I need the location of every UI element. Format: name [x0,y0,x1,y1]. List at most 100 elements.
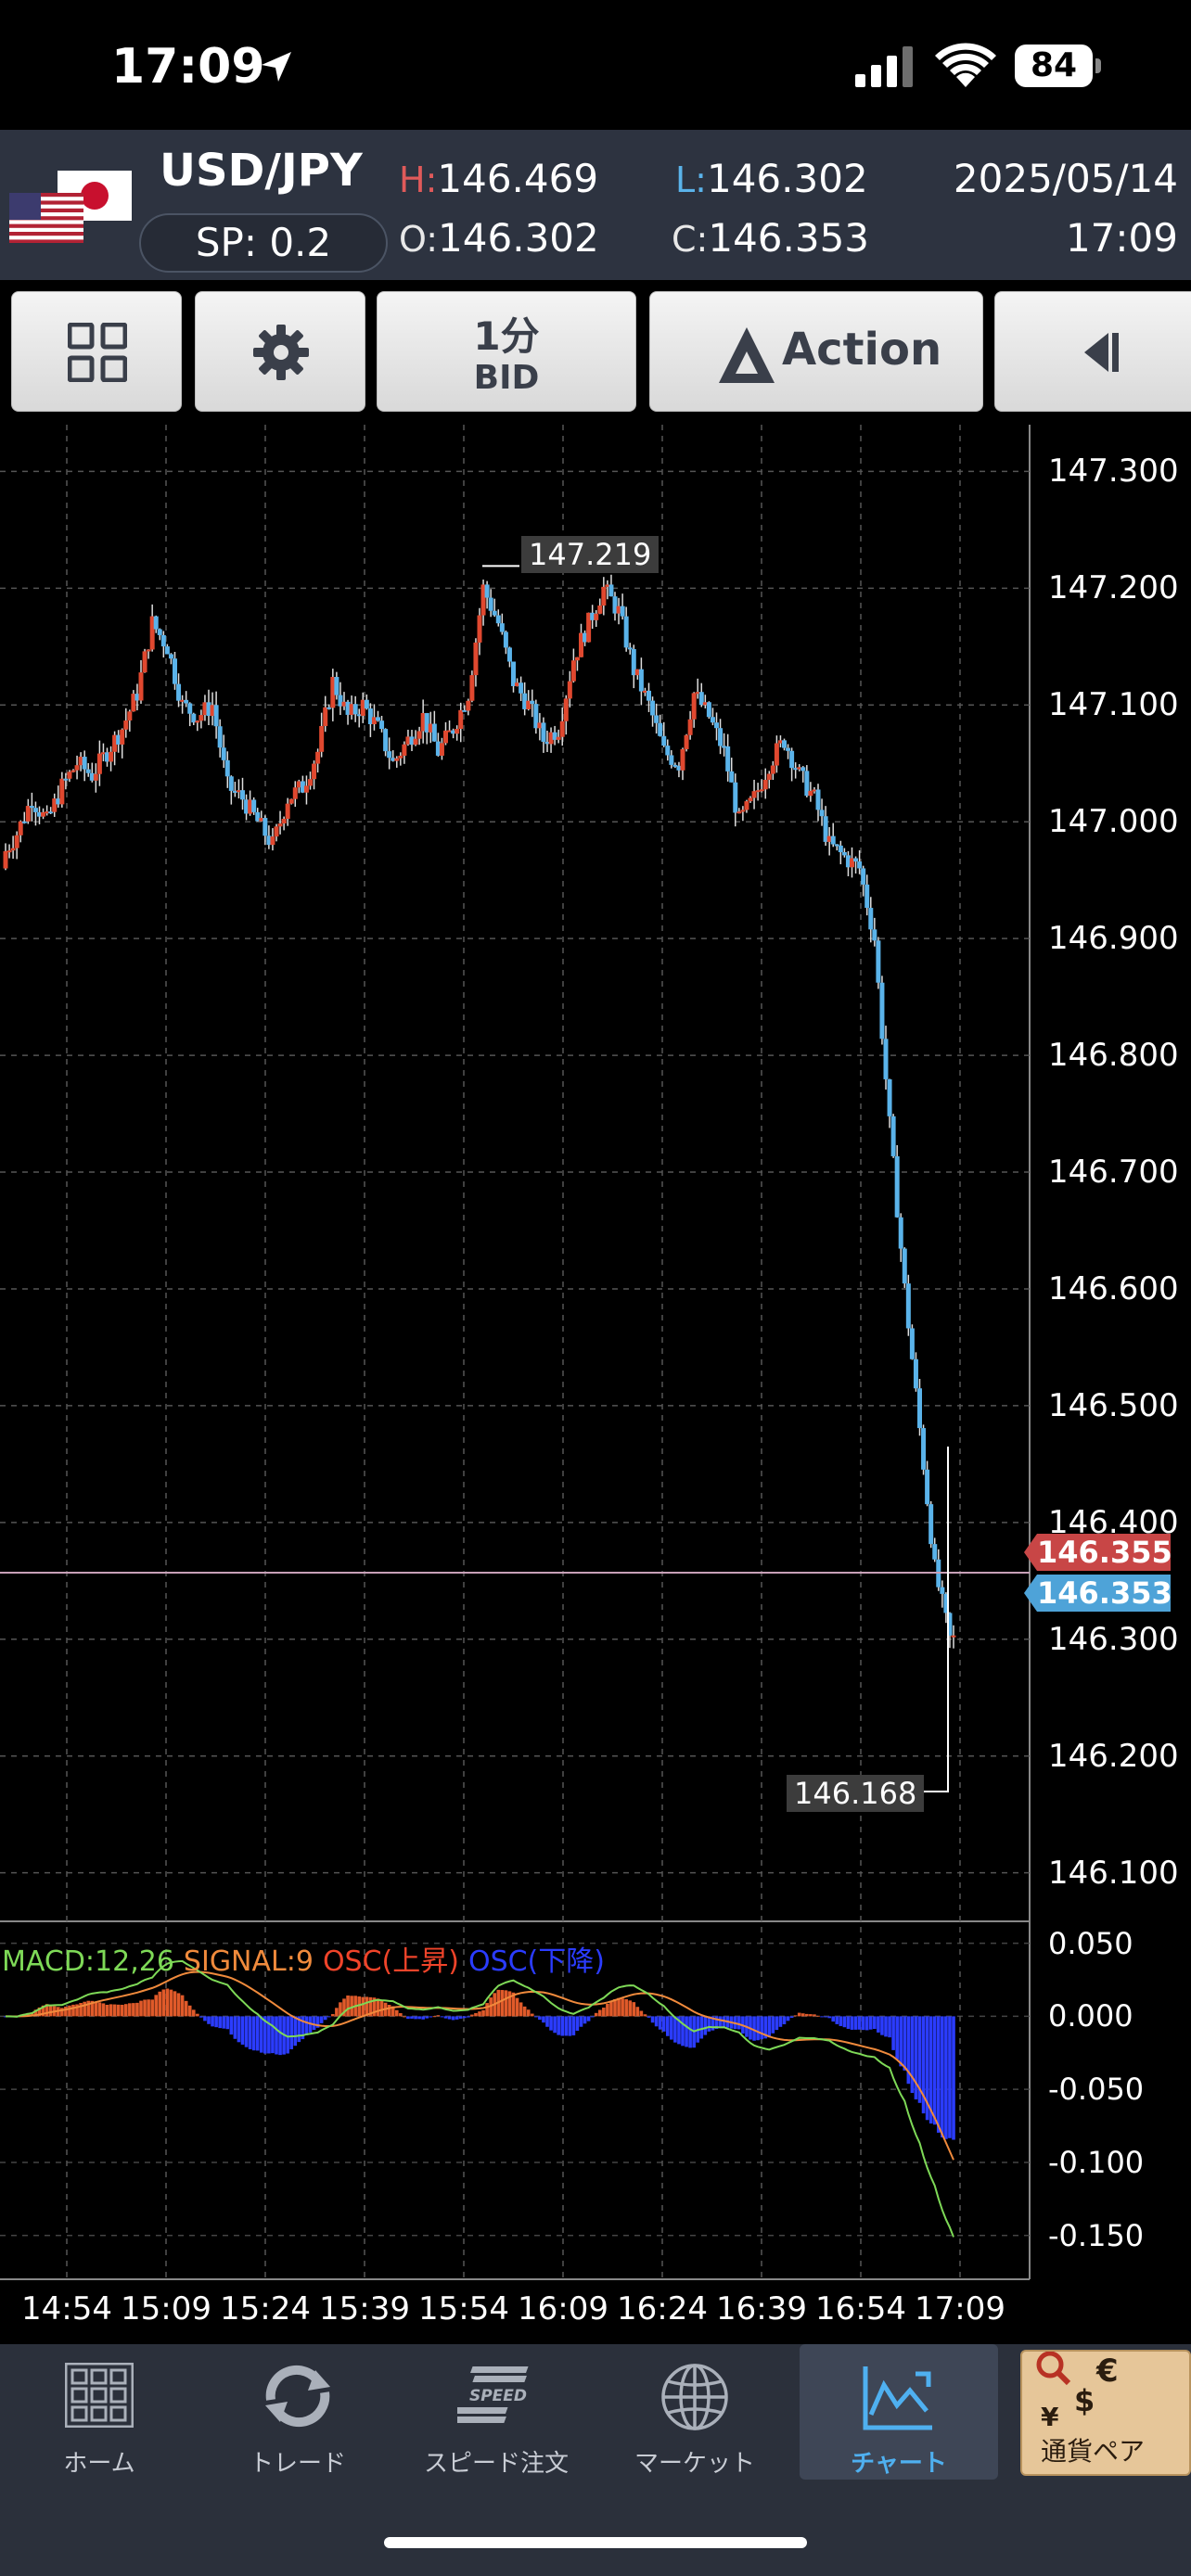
y-tick-label: 147.200 [1048,569,1179,607]
macd-histogram-bar [297,2016,301,2043]
price-chart[interactable] [0,425,1191,2290]
macd-histogram-bar [782,2016,787,2024]
x-tick-label: 16:09 [518,2290,608,2327]
macd-histogram-bar [685,2016,688,2047]
candle-body [379,721,385,730]
candle-body [563,698,569,721]
candle-body [725,746,731,772]
candle-body [198,715,204,721]
candle-body [213,705,219,727]
macd-histogram-bar [538,2016,542,2021]
macd-histogram-bar [346,1995,350,2017]
candle-body [439,743,444,756]
timeframe-button[interactable]: 1分 BID [377,291,636,412]
macd-histogram-bar [233,2016,237,2039]
macd-histogram-bar [339,2002,342,2017]
macd-histogram-bar [323,2016,327,2021]
macd-histogram-bar [857,2016,862,2030]
macd-histogram-bar [64,2006,68,2017]
macd-histogram-bar [861,2016,865,2031]
chart-icon [863,2366,932,2430]
candle-body [786,747,791,751]
candle-body [10,848,16,851]
candle-body [228,776,234,791]
candle-body [160,634,166,647]
tab-trade[interactable]: トレード [198,2344,397,2480]
macd-histogram-bar [60,2008,64,2017]
candle-body [887,1078,892,1116]
macd-histogram-bar [571,2016,576,2035]
candle-body [352,704,358,715]
price-side-label: BID [473,359,540,397]
macd-histogram-bar [936,2016,941,2133]
candle-body [173,658,177,684]
candle-body [921,1428,927,1470]
settings-button[interactable] [195,291,365,412]
candle-body [823,816,828,842]
macd-histogram-bar [624,1998,628,2017]
macd-histogram-bar [191,2009,196,2017]
quote-time: 17:09 [1065,215,1178,261]
candle-body [416,731,422,739]
candle-body [548,732,554,745]
candle-body [951,1635,956,1638]
tab-speed-order-label: スピード注文 [423,2450,569,2478]
macd-histogram-bar [775,2016,779,2031]
tab-market[interactable]: マーケット [596,2344,794,2480]
candle-body [356,714,362,717]
candle-body [559,721,565,737]
macd-histogram-bar [639,2010,644,2017]
candle-body [669,755,674,765]
collapse-panel-button[interactable] [994,291,1191,412]
y-tick-label: 147.100 [1048,686,1179,724]
tab-currency-pair[interactable]: € $ ¥ 通貨ペア [1020,2350,1191,2476]
macd-histogram-bar [327,2016,331,2018]
macd-histogram-bar [868,2016,873,2030]
macd-histogram-bar [410,2016,414,2019]
macd-histogram-bar [594,2012,598,2017]
macd-histogram-bar [831,2016,836,2022]
macd-histogram-bar [112,2004,117,2017]
candle-body [364,699,369,709]
quote-header: USD/JPY SP: 0.2 H:146.469 O:146.302 L:14… [0,130,1191,280]
macd-histogram-bar [718,2016,723,2029]
candle-body [303,785,309,793]
candle-body [736,811,742,814]
candle-body [168,654,173,659]
tab-home[interactable]: ホーム [0,2344,198,2480]
candle-body [131,694,136,712]
gear-icon [253,325,309,380]
candle-body [691,693,697,720]
layout-button[interactable] [11,291,182,412]
quote-date: 2025/05/14 [953,156,1178,201]
macd-histogram-bar [214,2016,218,2028]
candle-body [138,672,144,701]
candle-body [729,771,735,783]
candle-body [224,759,230,777]
candle-body [93,773,98,781]
candle-body [943,1593,949,1613]
candle-body [443,730,448,744]
macd-histogram-bar [83,2001,86,2017]
candle-body [21,821,27,823]
tab-speed-order[interactable]: SPEED スピード注文 [397,2344,596,2480]
candle-body [594,613,599,620]
candle-body [597,605,603,614]
x-tick-label: 16:54 [815,2290,906,2327]
macd-histogram-bar [467,2016,470,2018]
macd-histogram-bar [304,2016,309,2035]
macd-tick-label: 0.050 [1048,1925,1133,1961]
candle-body [274,826,279,837]
macd-histogram-bar [952,2016,955,2140]
tab-chart[interactable]: チャート [800,2344,998,2480]
candle-body [255,811,261,822]
y-tick-label: 146.900 [1048,920,1179,958]
macd-histogram-bar [948,2016,952,2138]
macd-histogram-bar [165,1988,170,2017]
macd-tick-label: -0.100 [1048,2144,1145,2180]
spread-badge: SP: 0.2 [139,213,388,273]
candle-body [367,708,373,724]
currency-pair-name[interactable]: USD/JPY [160,145,363,197]
macd-histogram-bar [173,1991,177,2017]
action-button[interactable]: Action [649,291,983,412]
